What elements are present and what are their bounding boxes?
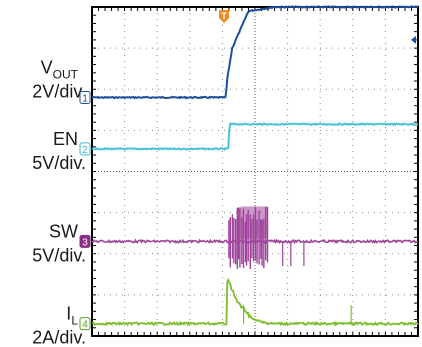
channel-label-ch3: SW 5V/div. (32, 221, 86, 265)
channel-markers: 1 2 3 4 T (79, 10, 416, 331)
channel-name-main: V (41, 57, 53, 77)
trace-line-ch1 (92, 5, 418, 100)
channel-name: EN (53, 129, 78, 149)
channel-scale: 5V/div. (32, 245, 86, 265)
channel-marker-number: 3 (82, 237, 88, 248)
trace-line-ch4 (91, 277, 419, 327)
channel-marker-box (79, 317, 91, 331)
channel-marker-ch4: 4 (79, 317, 91, 331)
plot-area: 1 2 3 4 T (79, 5, 419, 337)
channel-name: VOUT (41, 57, 79, 81)
channel-scale: 2A/div. (32, 328, 86, 347)
channel-name: IL (66, 304, 78, 328)
channel-name-sub: L (71, 314, 78, 328)
channel-marker-box (79, 142, 91, 156)
traces (91, 5, 419, 327)
channel-marker-ch2: 2 (79, 142, 91, 156)
trace-ch3 (91, 206, 419, 269)
trace-ch4 (91, 277, 419, 327)
channel-scale: 5V/div. (32, 153, 86, 173)
trigger-marker: T (219, 10, 230, 23)
channel-marker-ch1: 1 (79, 90, 91, 104)
channel-marker-ch3: 3 (79, 234, 91, 248)
channel-label-ch2: EN 5V/div. (32, 129, 86, 173)
channel-name-main: I (66, 304, 71, 324)
trace-line-ch2 (91, 122, 419, 151)
channel-name-main: SW (49, 221, 78, 241)
trace-ch2 (91, 122, 419, 151)
channel-scale: 2V/div. (32, 81, 86, 101)
trigger-level-arrow (411, 35, 416, 44)
grid (91, 6, 419, 337)
channel-marker-box (79, 90, 91, 104)
channel-name-main: EN (53, 129, 78, 149)
switch-burst (240, 206, 269, 239)
trigger-marker-shape (219, 10, 230, 23)
channel-name: SW (49, 221, 78, 241)
trigger-marker-label: T (221, 11, 227, 21)
trace-ch1 (92, 5, 418, 100)
channel-marker-number: 4 (82, 320, 88, 331)
channel-marker-number: 1 (82, 93, 88, 104)
channel-marker-box (79, 234, 91, 248)
channel-name-sub: OUT (53, 67, 79, 81)
channel-marker-number: 2 (82, 145, 88, 156)
